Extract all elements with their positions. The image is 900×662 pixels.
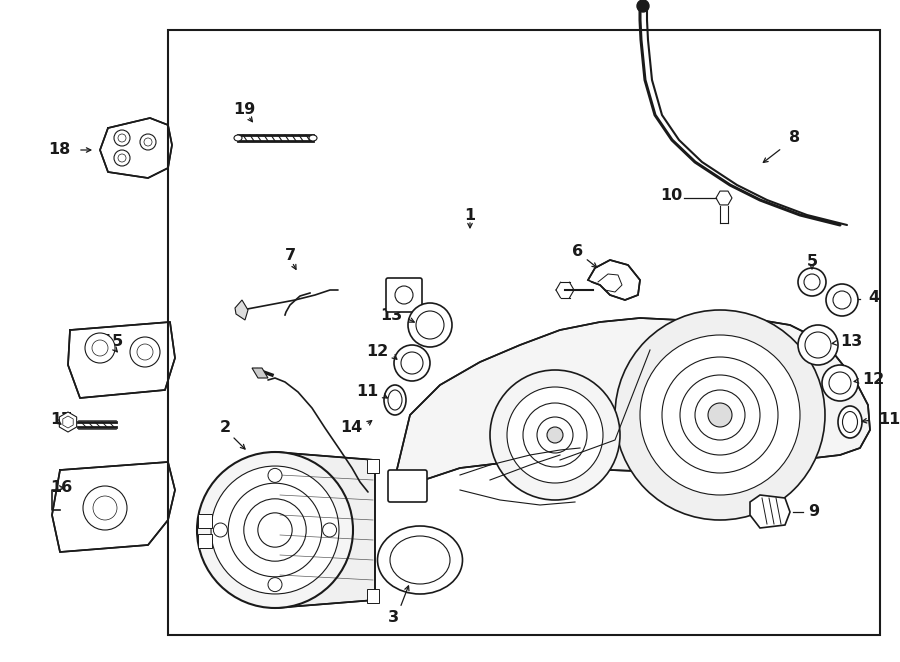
- Circle shape: [826, 284, 858, 316]
- Polygon shape: [275, 452, 375, 608]
- Text: 19: 19: [233, 103, 255, 117]
- Text: 18: 18: [48, 142, 70, 158]
- Ellipse shape: [384, 385, 406, 415]
- Circle shape: [416, 311, 444, 339]
- Circle shape: [822, 365, 858, 401]
- Text: 8: 8: [789, 130, 801, 146]
- Circle shape: [615, 310, 825, 520]
- Text: 12: 12: [862, 373, 884, 387]
- Text: 12: 12: [365, 344, 388, 359]
- Polygon shape: [716, 191, 732, 205]
- Circle shape: [537, 417, 573, 453]
- Text: 13: 13: [840, 334, 862, 350]
- Bar: [367, 589, 379, 603]
- Bar: [168, 30, 880, 635]
- FancyBboxPatch shape: [386, 278, 422, 312]
- Polygon shape: [52, 462, 175, 552]
- Circle shape: [140, 134, 156, 150]
- Circle shape: [833, 291, 851, 309]
- Circle shape: [213, 523, 228, 537]
- Circle shape: [211, 466, 339, 594]
- Ellipse shape: [234, 135, 242, 141]
- Polygon shape: [750, 495, 790, 528]
- Circle shape: [322, 523, 337, 537]
- Polygon shape: [100, 118, 172, 178]
- Text: 13: 13: [380, 308, 402, 322]
- Circle shape: [83, 486, 127, 530]
- Text: 1: 1: [464, 207, 475, 222]
- Circle shape: [523, 403, 587, 467]
- Circle shape: [118, 134, 126, 142]
- Circle shape: [507, 387, 603, 483]
- Circle shape: [257, 513, 292, 547]
- Text: 14: 14: [340, 420, 362, 436]
- Circle shape: [395, 286, 413, 304]
- Circle shape: [394, 345, 430, 381]
- Circle shape: [137, 344, 153, 360]
- Ellipse shape: [388, 390, 402, 410]
- Circle shape: [490, 370, 620, 500]
- Text: 10: 10: [660, 189, 682, 203]
- Text: 9: 9: [808, 504, 819, 520]
- Circle shape: [197, 452, 353, 608]
- Circle shape: [92, 340, 108, 356]
- Text: 6: 6: [572, 244, 583, 260]
- Circle shape: [130, 337, 160, 367]
- FancyBboxPatch shape: [388, 470, 427, 502]
- Bar: [198, 534, 212, 548]
- Circle shape: [401, 352, 423, 374]
- Circle shape: [637, 0, 649, 12]
- Circle shape: [268, 578, 282, 592]
- Circle shape: [114, 150, 130, 166]
- Circle shape: [268, 469, 282, 483]
- Ellipse shape: [838, 406, 862, 438]
- Ellipse shape: [377, 526, 463, 594]
- Polygon shape: [68, 322, 175, 398]
- Circle shape: [547, 427, 563, 443]
- Text: 5: 5: [806, 254, 817, 269]
- Circle shape: [93, 496, 117, 520]
- Ellipse shape: [309, 135, 317, 141]
- Circle shape: [829, 372, 851, 394]
- Circle shape: [144, 138, 152, 146]
- Circle shape: [244, 498, 306, 561]
- Polygon shape: [588, 260, 640, 300]
- Text: 3: 3: [387, 610, 399, 626]
- Polygon shape: [252, 368, 268, 378]
- Text: 7: 7: [284, 248, 295, 263]
- Text: 15: 15: [101, 334, 123, 350]
- Circle shape: [804, 274, 820, 290]
- Polygon shape: [392, 318, 870, 490]
- Text: 17: 17: [50, 412, 72, 428]
- Circle shape: [118, 154, 126, 162]
- Circle shape: [229, 483, 322, 577]
- Bar: [367, 459, 379, 473]
- Circle shape: [114, 130, 130, 146]
- Circle shape: [805, 332, 831, 358]
- Text: 4: 4: [868, 291, 879, 305]
- Circle shape: [708, 403, 732, 427]
- Circle shape: [695, 390, 745, 440]
- Circle shape: [408, 303, 452, 347]
- Polygon shape: [59, 412, 76, 432]
- Text: 11: 11: [878, 412, 900, 428]
- Circle shape: [640, 335, 800, 495]
- Ellipse shape: [842, 412, 858, 432]
- Ellipse shape: [390, 536, 450, 584]
- Circle shape: [662, 357, 778, 473]
- Text: 16: 16: [50, 481, 72, 495]
- Circle shape: [798, 268, 826, 296]
- Text: 2: 2: [220, 420, 230, 436]
- Circle shape: [680, 375, 760, 455]
- Polygon shape: [63, 416, 73, 428]
- Circle shape: [798, 325, 838, 365]
- Text: 11: 11: [356, 385, 378, 399]
- Bar: [198, 514, 212, 528]
- Circle shape: [85, 333, 115, 363]
- Polygon shape: [235, 300, 248, 320]
